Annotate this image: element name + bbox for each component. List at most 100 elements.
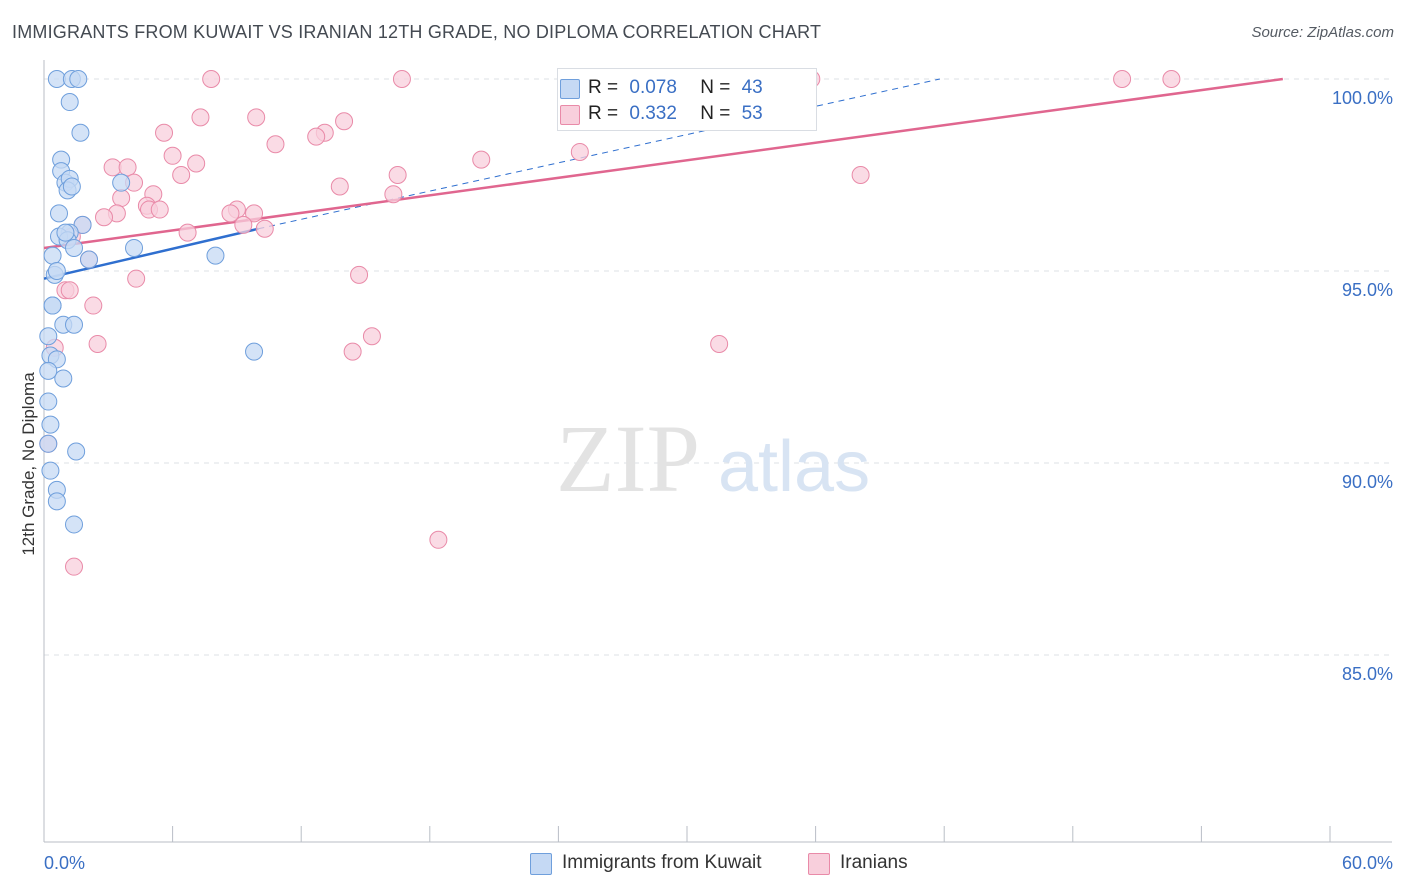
kuwait-point — [47, 70, 66, 88]
iranian-point — [1113, 70, 1132, 88]
kuwait-point — [125, 238, 144, 257]
iranian-point — [392, 70, 411, 88]
iranian-point — [245, 204, 264, 223]
iranian-point — [84, 296, 103, 315]
iranian-point — [95, 208, 114, 227]
iranian-point — [343, 342, 362, 361]
iranian-point — [150, 200, 169, 219]
iranian-point — [234, 215, 253, 234]
kuwait-point — [47, 262, 66, 280]
source-label: Source: ZipAtlas.com — [1251, 24, 1394, 41]
iranian-point — [191, 108, 210, 127]
kuwait-point — [65, 315, 84, 334]
iranian-point — [266, 135, 285, 154]
iranian-point — [202, 70, 221, 88]
iranian-point — [163, 146, 182, 165]
iranian-point — [187, 154, 206, 173]
gridlines — [44, 78, 1392, 656]
kuwait-point — [43, 246, 62, 265]
kuwait-point — [41, 415, 60, 434]
kuwait-point — [112, 173, 131, 192]
n-label: N = — [700, 103, 731, 124]
legend-row-iranians: R = 0.332 N = 53 — [560, 103, 763, 127]
iranian-point — [112, 189, 131, 208]
iranian-point — [88, 334, 107, 353]
iranian-point — [155, 123, 174, 142]
kuwait-point — [39, 392, 58, 411]
legend-row-kuwait: R = 0.078 N = 43 — [560, 77, 763, 101]
x-tick-label: 0.0% — [44, 853, 85, 873]
kuwait-point — [39, 361, 58, 380]
watermark: ZIP atlas — [556, 405, 870, 512]
iranian-point — [570, 142, 589, 161]
kuwait-point — [71, 123, 90, 142]
x-tick-label: 60.0% — [1342, 853, 1393, 873]
kuwait-point — [245, 342, 264, 361]
iranian-point — [384, 185, 403, 204]
y-axis-label: 12th Grade, No Diploma — [19, 372, 38, 556]
iranian-point — [172, 166, 191, 184]
iranian-point — [60, 281, 79, 300]
y-tick-label: 95.0% — [1342, 280, 1393, 300]
r-label: R = — [588, 103, 619, 124]
kuwait-point — [67, 442, 86, 461]
iranian-point — [65, 557, 84, 576]
kuwait-point — [50, 204, 69, 223]
iranian-point — [247, 108, 266, 127]
r-value: 0.078 — [629, 77, 677, 98]
n-value: 43 — [741, 77, 763, 98]
iranian-point — [472, 150, 491, 169]
y-tick-label: 90.0% — [1342, 472, 1393, 492]
iranians-legend-label: Iranians — [840, 852, 908, 873]
iranian-point — [710, 334, 729, 353]
r-label: R = — [588, 77, 619, 98]
iranian-point — [362, 327, 381, 346]
kuwait-point — [43, 296, 62, 315]
kuwait-point — [60, 93, 79, 112]
iranian-point — [388, 166, 407, 184]
kuwait-point — [47, 492, 66, 511]
data-points — [39, 70, 1181, 576]
iranian-point — [350, 265, 369, 284]
kuwait-point — [39, 327, 58, 346]
y-tick-label: 100.0% — [1332, 88, 1393, 108]
iranian-point — [255, 219, 274, 238]
kuwait-legend-swatch — [530, 853, 552, 875]
iranian-point — [1162, 70, 1181, 88]
kuwait-trend-line — [43, 227, 259, 280]
series-legend: Immigrants from Kuwait Iranians — [0, 852, 1406, 880]
n-value: 53 — [741, 103, 763, 124]
watermark-zip: ZIP — [556, 405, 700, 512]
kuwait-point — [56, 223, 75, 242]
kuwait-point — [65, 515, 84, 534]
iranians-legend-swatch — [808, 853, 830, 875]
iranian-point — [851, 166, 870, 184]
iranian-point — [103, 158, 122, 177]
tick-labels: 100.0% 95.0% 90.0% 85.0% 0.0% 60.0% — [44, 88, 1393, 873]
kuwait-point — [41, 461, 60, 480]
iranian-point — [307, 127, 326, 146]
correlation-legend: R = 0.078 N = 43 R = 0.332 N = 53 — [557, 68, 817, 131]
iranian-point — [118, 158, 137, 177]
n-label: N = — [700, 77, 731, 98]
iranian-point — [221, 204, 240, 223]
chart-title: IMMIGRANTS FROM KUWAIT VS IRANIAN 12TH G… — [12, 22, 822, 42]
kuwait-point — [69, 70, 88, 88]
kuwait-point — [65, 238, 84, 257]
kuwait-point — [39, 434, 58, 453]
iranian-point — [335, 112, 354, 131]
iranian-point — [127, 269, 146, 288]
r-value: 0.332 — [629, 103, 677, 124]
kuwait-point — [54, 369, 73, 388]
kuwait-point — [62, 177, 81, 196]
iranian-point — [429, 530, 448, 549]
y-tick-label: 85.0% — [1342, 664, 1393, 684]
iranian-point — [178, 223, 197, 242]
iranians-swatch — [560, 105, 580, 125]
watermark-atlas: atlas — [718, 427, 870, 507]
iranian-point — [330, 177, 349, 196]
kuwait-legend-label: Immigrants from Kuwait — [562, 852, 762, 873]
kuwait-point — [80, 250, 99, 269]
kuwait-swatch — [560, 79, 580, 99]
